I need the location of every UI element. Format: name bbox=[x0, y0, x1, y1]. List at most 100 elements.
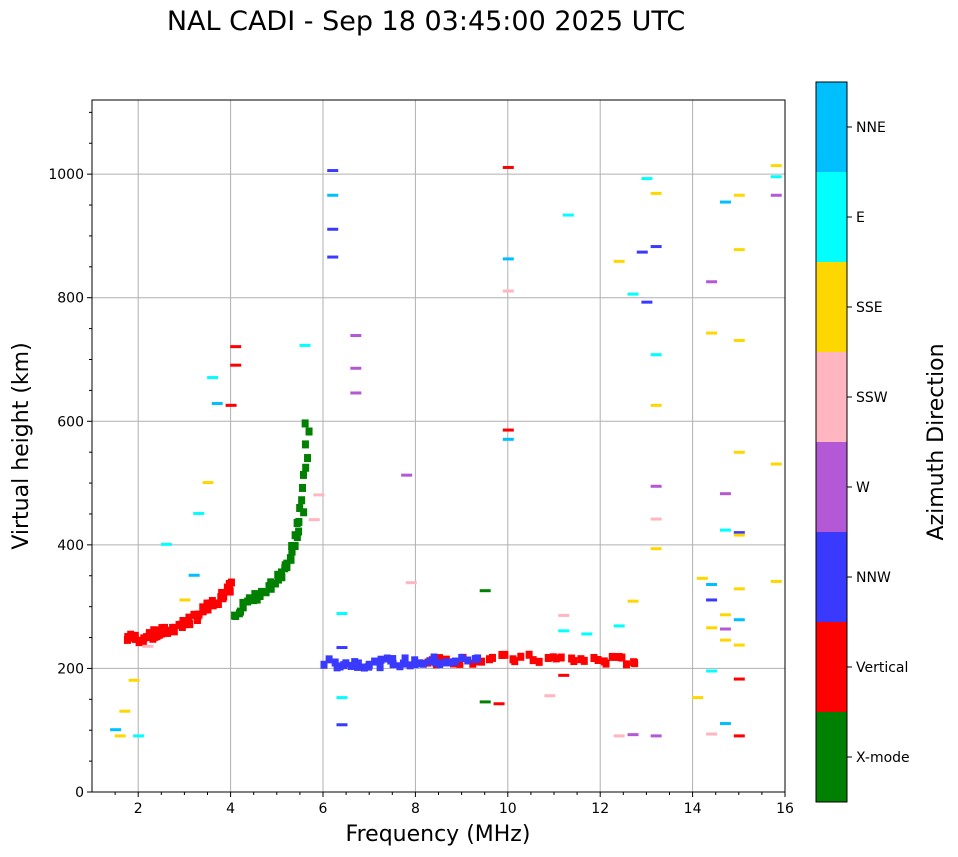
trace-cell bbox=[211, 599, 219, 608]
trace-cell bbox=[396, 662, 404, 671]
x-tick-label: 4 bbox=[226, 801, 235, 817]
trace-cell bbox=[225, 586, 233, 595]
x-tick-label: 6 bbox=[319, 801, 328, 817]
echo-cell bbox=[225, 403, 237, 407]
colorbar-tick-label: SSW bbox=[856, 390, 888, 406]
echo-cell bbox=[733, 643, 745, 647]
colorbar-tick-label: NNW bbox=[856, 570, 891, 586]
echo-cell bbox=[641, 300, 653, 304]
echo-cell bbox=[142, 644, 154, 648]
trace-cell bbox=[158, 629, 166, 638]
echo-cell bbox=[636, 250, 648, 254]
echo-cell bbox=[650, 191, 662, 195]
echo-cell bbox=[650, 353, 662, 357]
axis-ticks: 2 4 6 8 10 12 14 16 0 200 400 600 800 1000 bbox=[48, 111, 794, 817]
trace-cell bbox=[511, 657, 519, 666]
colorbar-tick-label: SSE bbox=[856, 300, 883, 316]
echo-cell bbox=[114, 734, 126, 738]
trace-cell bbox=[251, 590, 259, 599]
trace-cell bbox=[296, 503, 304, 512]
trace-cell bbox=[283, 563, 291, 572]
trace-cell bbox=[474, 654, 482, 663]
y-tick-label: 800 bbox=[57, 291, 84, 307]
trace-cell bbox=[389, 660, 397, 669]
data-marks bbox=[110, 164, 782, 738]
x-tick-label: 2 bbox=[134, 801, 143, 817]
trace-cell bbox=[139, 637, 147, 646]
echo-cell bbox=[336, 612, 348, 616]
trace-cell bbox=[300, 508, 308, 517]
echo-cell bbox=[706, 669, 718, 673]
trace-cell bbox=[446, 658, 454, 667]
trace-cell bbox=[360, 663, 368, 672]
trace-cell bbox=[430, 653, 438, 662]
echo-cell bbox=[327, 169, 339, 173]
echo-cell bbox=[770, 579, 782, 583]
trace-cell bbox=[274, 570, 282, 579]
echo-cell bbox=[719, 638, 731, 642]
trace-cell bbox=[436, 654, 444, 663]
echo-cell bbox=[581, 632, 593, 636]
echo-cell bbox=[562, 213, 574, 217]
colorbar-tick-label: Vertical bbox=[856, 660, 908, 676]
echo-cell bbox=[160, 542, 172, 546]
echo-cell bbox=[770, 462, 782, 466]
echo-cell bbox=[401, 473, 413, 477]
echo-cell bbox=[696, 576, 708, 580]
echo-cell bbox=[336, 723, 348, 727]
echo-cell bbox=[719, 627, 731, 631]
echo-cell bbox=[613, 734, 625, 738]
echo-cell bbox=[650, 734, 662, 738]
colorbar-label: Azimuth Direction bbox=[924, 343, 949, 540]
trace-cell bbox=[301, 440, 309, 449]
echo-cell bbox=[179, 598, 191, 602]
echo-cell bbox=[211, 401, 223, 405]
trace-cell bbox=[608, 652, 616, 661]
trace-cell bbox=[220, 592, 228, 601]
trace-cell bbox=[143, 633, 151, 642]
echo-cell bbox=[733, 193, 745, 197]
trace-cell bbox=[267, 584, 275, 593]
trace-cell bbox=[590, 653, 598, 662]
x-tick-label: 16 bbox=[776, 801, 794, 817]
echo-cell bbox=[350, 334, 362, 338]
trace-cell bbox=[371, 657, 379, 666]
trace-cell bbox=[436, 660, 444, 669]
x-tick-label: 8 bbox=[411, 801, 420, 817]
colorbar-segment bbox=[816, 442, 847, 532]
echo-cell bbox=[650, 403, 662, 407]
echo-cell bbox=[502, 428, 514, 432]
trace-cell bbox=[305, 427, 313, 436]
trace-cell bbox=[488, 653, 496, 662]
trace-cell bbox=[389, 655, 397, 664]
trace-cell bbox=[204, 605, 212, 614]
trace-cell bbox=[256, 591, 264, 600]
echo-cell bbox=[207, 376, 219, 380]
echo-cell bbox=[128, 678, 140, 682]
trace-cell bbox=[501, 650, 509, 659]
trace-cell bbox=[199, 603, 207, 612]
echo-cell bbox=[502, 257, 514, 261]
trace-cell bbox=[239, 598, 247, 607]
echo-cell bbox=[502, 289, 514, 293]
colorbar-segment bbox=[816, 622, 847, 712]
echo-cell bbox=[719, 200, 731, 204]
colorbar-tick-label: W bbox=[856, 480, 870, 496]
echo-cell bbox=[706, 583, 718, 587]
trace-cell bbox=[377, 655, 385, 664]
colorbar-segment bbox=[816, 262, 847, 352]
echo-cell bbox=[733, 587, 745, 591]
trace-cell bbox=[416, 659, 424, 668]
trace-cell bbox=[517, 652, 525, 661]
trace-cell bbox=[594, 656, 602, 665]
trace-cell bbox=[131, 631, 139, 640]
echo-cell bbox=[692, 696, 704, 700]
echo-cell bbox=[733, 533, 745, 537]
trace-cell bbox=[227, 578, 235, 587]
trace-cell bbox=[193, 616, 201, 625]
colorbar-segment bbox=[816, 82, 847, 172]
echo-cell bbox=[230, 345, 242, 349]
echo-cell bbox=[650, 517, 662, 521]
trace-cell bbox=[464, 656, 472, 665]
echo-cell bbox=[350, 391, 362, 395]
